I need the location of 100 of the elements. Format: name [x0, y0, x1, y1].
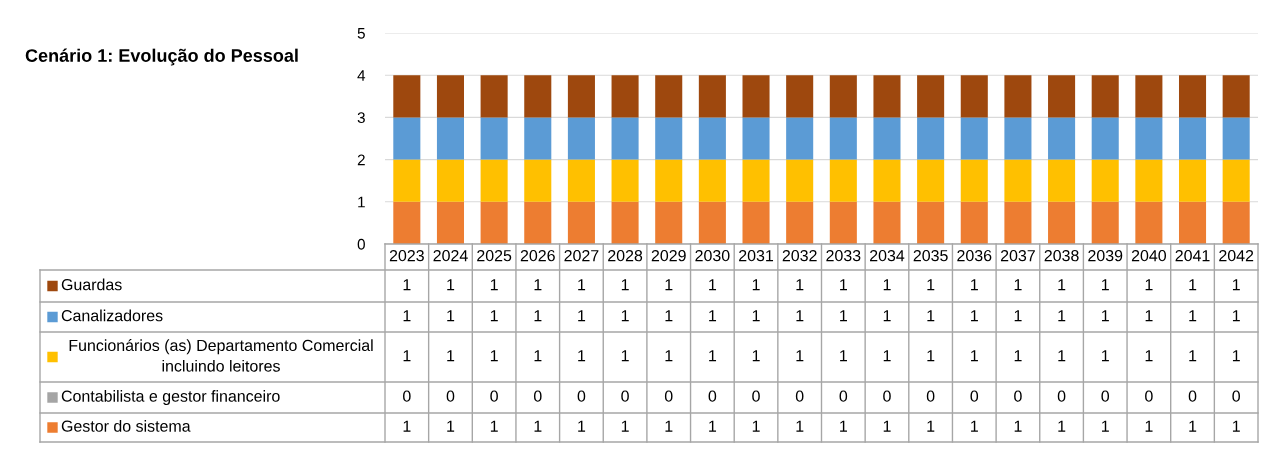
data-label: 1 [534, 420, 542, 432]
bar [698, 75, 726, 118]
x-tick-label: 2037 [1000, 249, 1035, 262]
bar [1091, 159, 1119, 202]
data-label: 1 [1145, 350, 1153, 362]
data-label: 1 [665, 279, 673, 291]
bar [1048, 75, 1076, 118]
bar [960, 201, 988, 244]
data-label: 1 [709, 279, 717, 291]
data-label: 0 [970, 390, 979, 402]
bar [1135, 75, 1163, 118]
bar [393, 159, 421, 202]
data-label: 0 [1014, 390, 1022, 402]
x-tick-label: 2023 [389, 249, 424, 262]
bar [567, 75, 595, 118]
data-label: 1 [1189, 350, 1197, 362]
bar [393, 117, 421, 160]
data-label: 1 [403, 350, 411, 362]
data-label: 1 [927, 279, 935, 291]
bar [524, 159, 552, 202]
y-tick-label: 0 [357, 238, 365, 250]
y-tick-label: 5 [357, 28, 365, 39]
bar [917, 201, 945, 244]
bar [436, 117, 465, 160]
data-label: 1 [796, 350, 804, 362]
data-label: 1 [840, 279, 847, 291]
data-label: 0 [577, 390, 586, 402]
bar [393, 75, 421, 118]
bar [1178, 201, 1207, 244]
x-tick-label: 2036 [957, 249, 992, 262]
legend-label: Guardas [61, 278, 122, 291]
bar [1135, 159, 1163, 202]
bar [1091, 201, 1119, 244]
data-label: 1 [752, 350, 760, 362]
data-label: 1 [403, 420, 411, 432]
data-label: 1 [578, 420, 586, 432]
data-label: 1 [971, 310, 978, 322]
x-tick-label: 2033 [826, 249, 861, 262]
x-tick-label: 2031 [739, 249, 774, 262]
bar [1135, 201, 1163, 244]
bar [436, 159, 465, 202]
data-label: 1 [621, 310, 629, 322]
data-label: 1 [752, 279, 760, 291]
bar [655, 159, 683, 202]
bar [1222, 75, 1250, 118]
bar [480, 117, 508, 160]
data-label: 0 [795, 390, 804, 402]
data-label: 1 [1014, 279, 1022, 291]
data-label: 1 [1058, 350, 1066, 362]
data-label: 0 [1057, 390, 1066, 402]
data-label: 0 [1101, 390, 1110, 402]
x-tick-label: 2029 [651, 249, 686, 262]
data-label: 0 [883, 390, 891, 402]
bar [524, 75, 552, 118]
data-label: 1 [971, 279, 978, 291]
x-tick-label: 2025 [477, 249, 512, 262]
data-label: 1 [1014, 420, 1022, 432]
legend-label: Gestor do sistema [61, 420, 191, 432]
x-tick-label: 2035 [913, 249, 948, 262]
y-tick-label: 3 [357, 112, 365, 124]
data-label: 1 [490, 310, 498, 322]
bar [829, 117, 857, 160]
data-label: 1 [1058, 310, 1066, 322]
data-label: 1 [1145, 279, 1153, 291]
data-label: 1 [840, 310, 847, 322]
data-label: 0 [1145, 390, 1153, 402]
bar [698, 159, 726, 202]
bar [960, 75, 988, 118]
data-label: 0 [839, 390, 848, 402]
bar [917, 75, 945, 118]
bar [611, 75, 639, 118]
bar [873, 75, 901, 118]
data-label: 1 [927, 350, 935, 362]
bar [698, 201, 726, 244]
data-label: 1 [447, 350, 455, 362]
data-label: 1 [1102, 310, 1109, 322]
data-label: 1 [1014, 310, 1022, 322]
data-label: 0 [708, 390, 717, 402]
data-label: 0 [446, 390, 455, 402]
bar [917, 117, 945, 160]
data-label: 0 [403, 390, 411, 402]
bar [611, 117, 639, 160]
data-label: 1 [1145, 310, 1153, 322]
bar [1178, 75, 1207, 118]
data-label: 1 [971, 350, 978, 362]
data-label: 1 [534, 310, 542, 322]
x-tick-label: 2026 [520, 249, 555, 262]
data-label: 1 [534, 350, 542, 362]
data-label: 1 [403, 310, 411, 322]
data-label: 1 [1189, 279, 1197, 291]
bar [480, 75, 508, 118]
bar [611, 201, 639, 244]
bar [1004, 75, 1032, 118]
bar [960, 117, 988, 160]
bar [742, 117, 770, 160]
x-tick-label: 2041 [1175, 249, 1210, 262]
bar [567, 201, 595, 244]
data-label: 0 [752, 390, 760, 402]
bar [1048, 117, 1076, 160]
bar [873, 201, 901, 244]
